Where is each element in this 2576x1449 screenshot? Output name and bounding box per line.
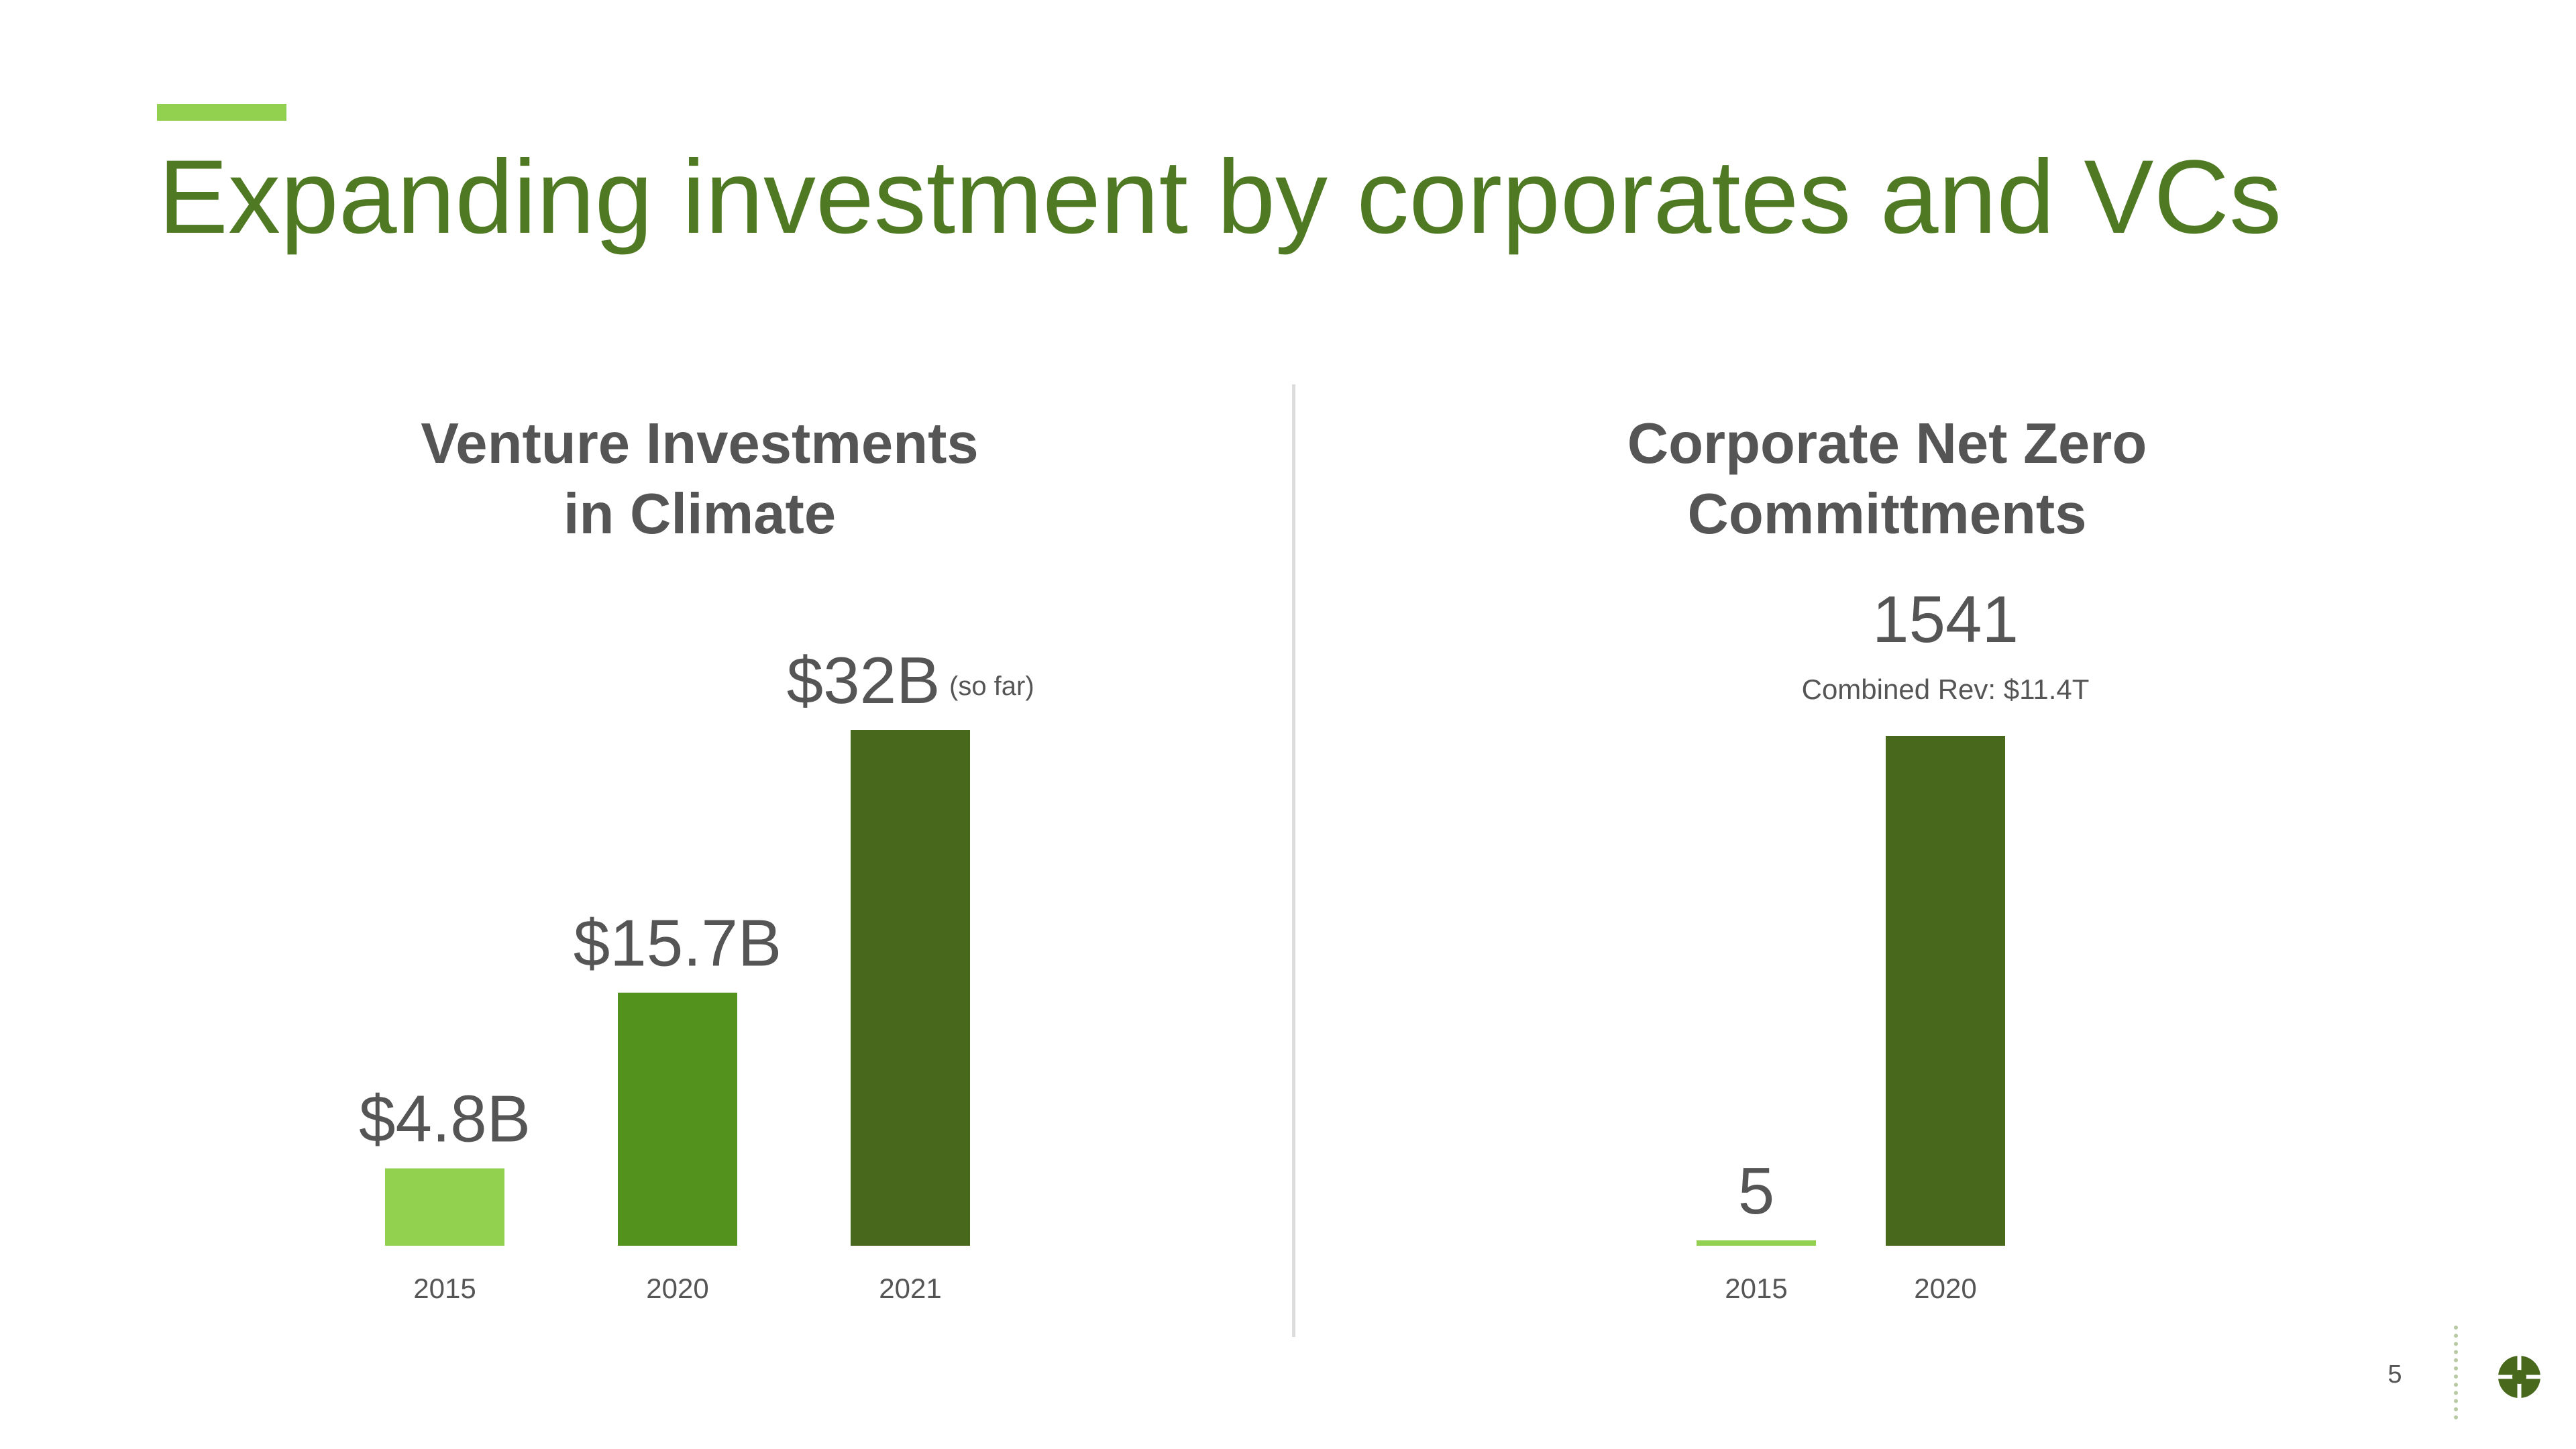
chart-2-title-line-2: Committments	[1687, 482, 2086, 546]
chart-2-title-line-1: Corporate Net Zero	[1627, 412, 2147, 476]
chart-1-tick-2020: 2020	[646, 1273, 708, 1304]
chart-1-tick-2021: 2021	[879, 1273, 941, 1304]
chart-1-title-line-1: Venture Investments	[421, 412, 978, 476]
chart-2-sublabel-2020: Combined Rev: $11.4T	[1802, 674, 2090, 705]
chart-1-title-line-2: in Climate	[564, 482, 836, 546]
brand-logo-icon	[2496, 1354, 2542, 1400]
chart-divider	[1292, 384, 1295, 1337]
chart-1-value-label-2020: $15.7B	[574, 906, 782, 980]
chart-1-value-note-2021: (so far)	[949, 672, 1034, 701]
footer-dotted-divider	[2454, 1326, 2458, 1419]
title-accent-bar	[157, 104, 286, 121]
chart-1-bar-2021	[851, 730, 970, 1246]
chart-1-bar-2020	[618, 992, 737, 1246]
chart-1-value-label-2021: $32B	[787, 643, 941, 717]
slide-title: Expanding investment by corporates and V…	[158, 139, 2282, 256]
chart-1-bar-2015	[385, 1168, 504, 1246]
chart-2-bar-2020	[1886, 736, 2005, 1246]
page-number: 5	[2387, 1360, 2402, 1389]
chart-2-tick-2015: 2015	[1725, 1273, 1787, 1304]
chart-2-tick-2020: 2020	[1914, 1273, 1976, 1304]
chart-1-value-label-2015: $4.8B	[359, 1082, 531, 1156]
chart-2-value-label-2015: 5	[1738, 1154, 1775, 1228]
chart-1-tick-2015: 2015	[413, 1273, 476, 1304]
chart-2-value-label-2020: 1541	[1872, 582, 2019, 656]
chart-2-bar-2015	[1697, 1240, 1816, 1246]
